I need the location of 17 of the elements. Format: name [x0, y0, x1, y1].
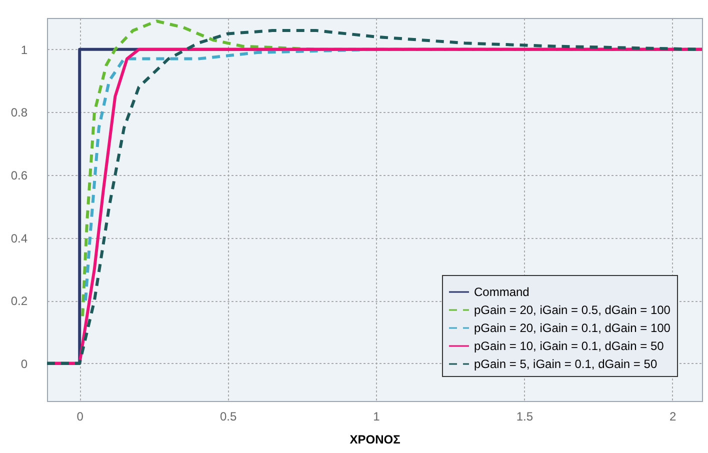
- y-tick-label: 1: [20, 42, 28, 57]
- legend-label: Command: [474, 285, 530, 299]
- legend-label: pGain = 20, iGain = 0.1, dGain = 100: [474, 321, 671, 335]
- legend-label: pGain = 10, iGain = 0.1, dGain = 50: [474, 339, 664, 353]
- y-tick-label: 0.2: [10, 294, 28, 308]
- x-tick-label: 2: [670, 410, 677, 424]
- y-tick-label: 0.6: [10, 168, 28, 182]
- x-axis-title: ΧΡΟΝΟΣ: [350, 432, 400, 446]
- legend-label: pGain = 20, iGain = 0.5, dGain = 100: [474, 303, 671, 317]
- y-tick-label: 0: [20, 356, 28, 371]
- x-tick-label: 1.5: [516, 410, 534, 424]
- x-tick-label: 1: [373, 410, 380, 424]
- legend-label: pGain = 5, iGain = 0.1, dGain = 50: [474, 357, 658, 371]
- y-tick-label: 0.8: [10, 106, 28, 120]
- x-tick-label: 0.5: [220, 410, 237, 424]
- y-tick-label: 0.4: [10, 231, 28, 246]
- x-tick-label: 0: [76, 410, 84, 424]
